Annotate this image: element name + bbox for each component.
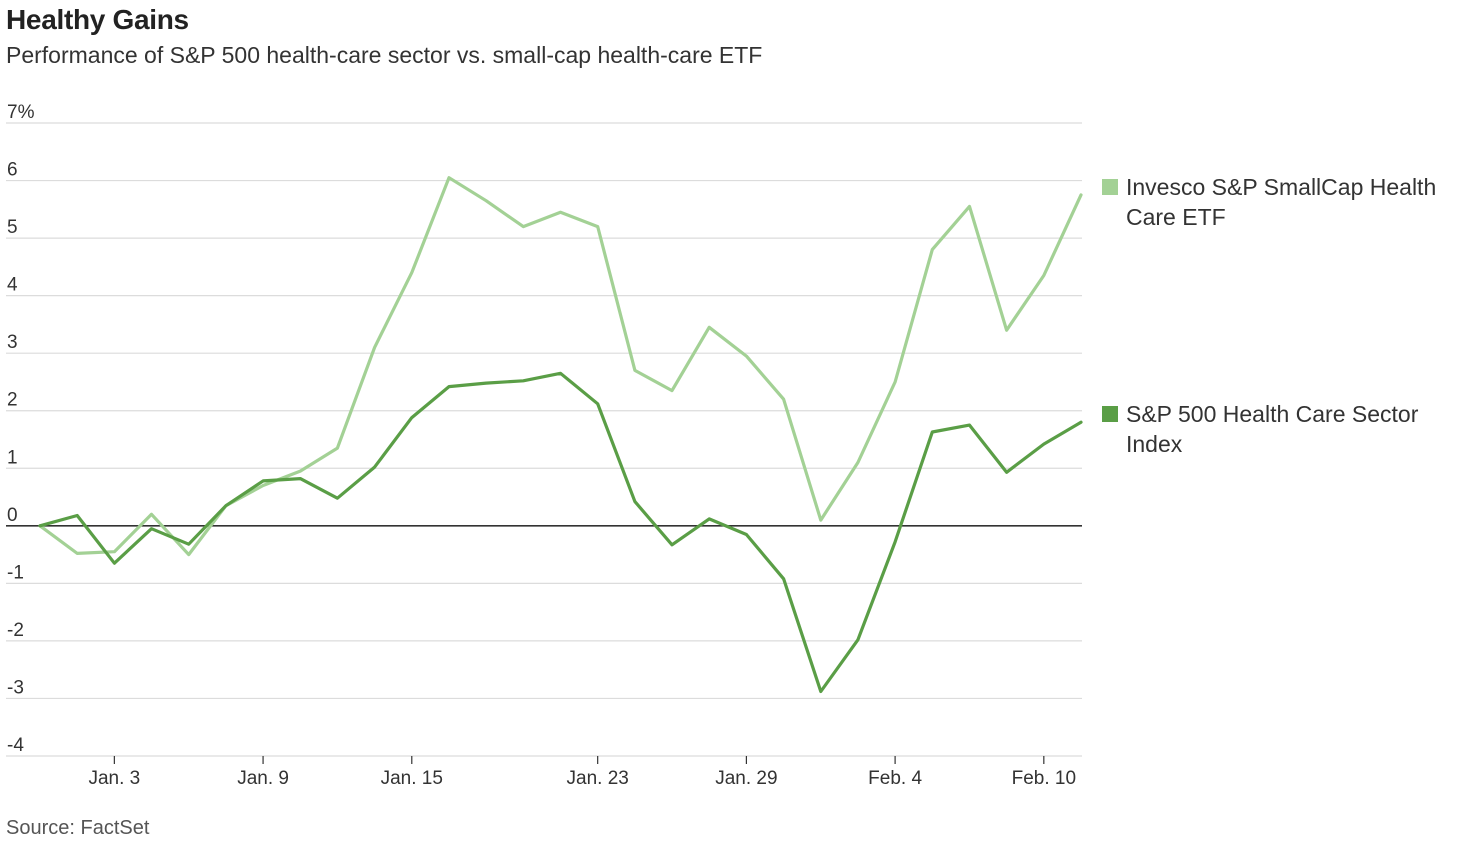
series-lines <box>38 176 1083 694</box>
chart-subtitle: Performance of S&P 500 health-care secto… <box>6 42 763 68</box>
chart-source: Source: FactSet <box>6 817 150 839</box>
y-tick-label: 3 <box>7 332 18 353</box>
legend-swatch-invesco-etf <box>1102 179 1118 195</box>
y-tick-label: -1 <box>7 562 24 583</box>
x-axis-ticks: Jan. 3 Jan. 9 Jan. 15 Jan. 23 Jan. 29 Feb. 4 F… <box>88 756 1076 789</box>
chart-title: Healthy Gains <box>6 4 189 35</box>
y-axis-ticks: 7% 6 5 4 3 2 1 0 -1 -2 -3 -4 <box>7 102 35 756</box>
gridlines <box>6 122 1082 757</box>
legend-swatch-sp500-health-care <box>1102 406 1118 422</box>
series-line-sp500-health-care <box>38 371 1083 694</box>
x-tick-label: Jan. 3 <box>88 768 140 789</box>
x-tick-label: Feb. 10 <box>1012 768 1076 789</box>
legend-label-sp500-health-care: S&P 500 Health Care Sector Index <box>1126 401 1419 457</box>
y-tick-label: -2 <box>7 620 24 641</box>
x-tick-label: Jan. 23 <box>567 768 629 789</box>
legend-2: S&P 500 Health Care Sector Index <box>1102 399 1462 459</box>
x-tick-label: Jan. 9 <box>237 768 289 789</box>
y-tick-label: 4 <box>7 275 18 296</box>
y-tick-label: 2 <box>7 390 18 411</box>
x-tick-label: Feb. 4 <box>868 768 922 789</box>
y-tick-label: 7% <box>7 102 35 123</box>
legend-item-invesco-etf: Invesco S&P SmallCap Health Care ETF <box>1102 172 1462 232</box>
legend-label-invesco-etf: Invesco S&P SmallCap Health Care ETF <box>1126 174 1437 230</box>
y-tick-label: 0 <box>7 505 18 526</box>
y-tick-label: 5 <box>7 217 18 238</box>
x-tick-label: Jan. 29 <box>715 768 777 789</box>
x-tick-label: Jan. 15 <box>381 768 443 789</box>
y-tick-label: -3 <box>7 677 24 698</box>
y-tick-label: 6 <box>7 160 18 181</box>
y-tick-label: 1 <box>7 447 18 468</box>
y-tick-label: -4 <box>7 735 24 756</box>
legend-item-sp500-health-care: S&P 500 Health Care Sector Index <box>1102 399 1462 459</box>
legend: Invesco S&P SmallCap Health Care ETF <box>1102 172 1462 232</box>
series-line-invesco-etf <box>38 176 1083 557</box>
